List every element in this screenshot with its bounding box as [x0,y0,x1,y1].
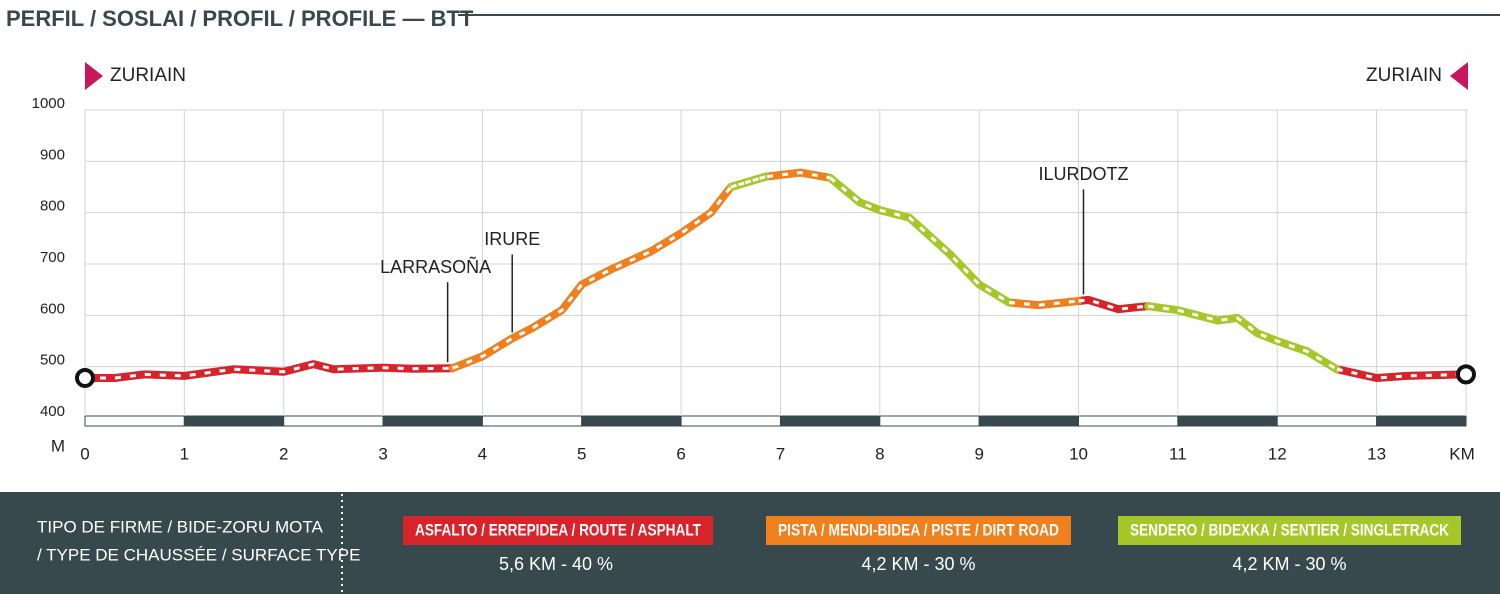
x-tick-label: 9 [974,444,983,463]
legend-summary: 4,2 KM - 30 % [861,554,975,574]
y-tick-label: 600 [40,300,65,317]
elevation-dashes [85,298,1467,380]
end-label: ZURIAIN [1366,65,1442,86]
x-tick-label: 6 [676,444,685,463]
y-tick-label: 900 [40,146,65,163]
x-tick-label: 12 [1268,444,1287,463]
annotation-label: IRURE [484,229,540,249]
x-tick-label: 3 [378,444,387,463]
x-tick-label: 4 [478,444,487,463]
distance-strip [1376,415,1467,427]
x-axis-label: KM [1449,444,1475,463]
distance-strip [84,415,185,427]
chart-title: PERFIL / SOSLAI / PROFIL / PROFILE — BTT [6,6,474,31]
distance-strip [779,415,881,427]
x-tick-label: 7 [776,444,785,463]
y-axis-label: M [51,436,65,455]
x-tick-label: 8 [875,444,884,463]
x-tick-label: 0 [80,444,89,463]
start-flag [85,62,103,90]
legend-swatch [766,516,1071,545]
annotation-label: LARRASOÑA [380,256,491,277]
distance-strip [1276,415,1378,427]
distance-strip [481,415,583,427]
annotation-label: ILURDOTZ [1038,164,1128,184]
elevation-dashes [452,171,1079,370]
distance-strip [978,415,1080,427]
distance-strip [879,415,980,427]
y-tick-label: 1000 [32,95,65,112]
endpoint [75,367,95,388]
y-tick-label: 800 [40,198,65,215]
distance-strip [1177,415,1278,427]
endpoint [1456,364,1476,385]
legend-label: PISTA / MENDI-BIDEA / PISTE / DIRT ROAD [778,520,1059,539]
start-label: ZURIAIN [110,65,186,86]
y-tick-label: 400 [40,403,65,420]
x-tick-label: 2 [279,444,288,463]
legend-swatch [403,516,713,545]
y-tick-label: 700 [40,249,65,266]
end-flag [1450,62,1468,90]
legend-swatch [1118,516,1461,545]
elevation-line [448,168,1083,373]
distance-strip [382,415,483,427]
distance-strip [680,415,781,427]
distance-strip [1078,415,1179,427]
x-tick-label: 11 [1169,444,1187,463]
legend-summary: 5,6 KM - 40 % [499,554,613,574]
x-tick-label: 13 [1367,444,1386,463]
distance-strip [283,415,384,427]
distance-strip [581,415,682,427]
legend-summary: 4,2 KM - 30 % [1232,554,1346,574]
elevation-line [726,172,1341,374]
legend-title: / TYPE DE CHAUSSÉE / SURFACE TYPE [37,545,360,564]
legend-title: TIPO DE FIRME / BIDE-ZORU MOTA [37,517,324,536]
legend-label: ASFALTO / ERREPIDEA / ROUTE / ASPHALT [415,520,701,539]
elevation-dashes [730,175,1338,371]
x-tick-label: 5 [577,444,586,463]
x-tick-label: 1 [180,444,189,463]
x-tick-label: 10 [1069,444,1088,463]
y-tick-label: 500 [40,352,65,369]
distance-strip [183,415,285,427]
legend-label: SENDERO / BIDEXKA / SENTIER / SINGLETRAC… [1130,520,1450,539]
